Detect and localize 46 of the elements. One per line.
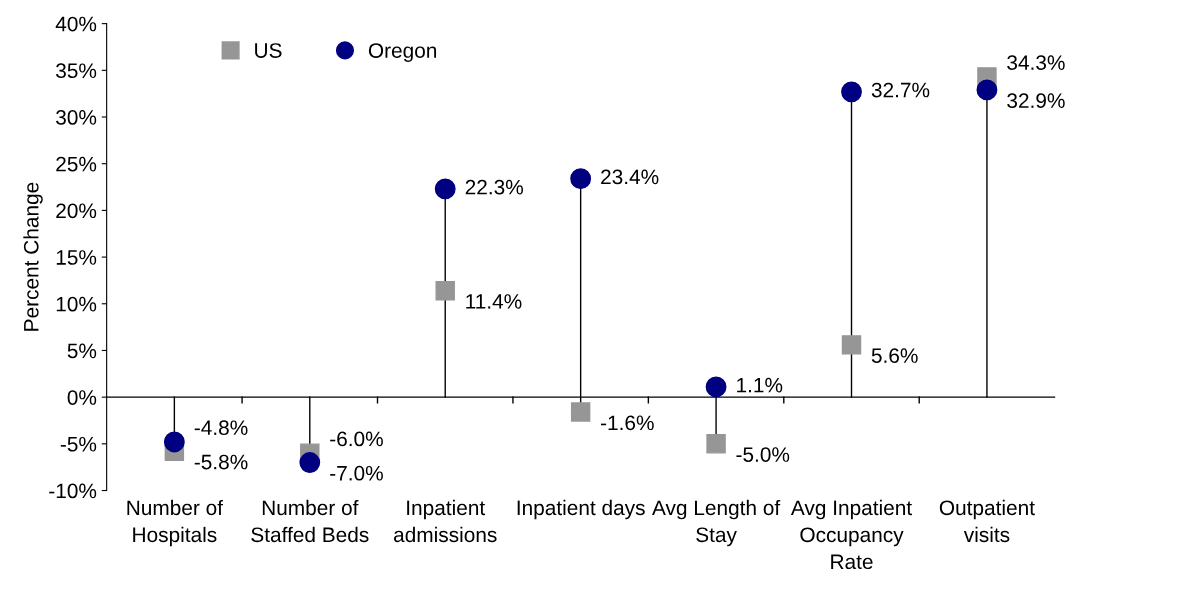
legend-label: US	[255, 43, 282, 58]
data-label: 32.7%	[871, 82, 930, 98]
data-label: -6.0%	[330, 431, 383, 447]
y-tick-label: -10%	[49, 483, 97, 499]
point	[435, 280, 455, 301]
data-label: 1.1%	[737, 377, 783, 393]
x-tick-label: Avg Inpatient Occupancy Rate	[790, 499, 912, 570]
data-label: 5.6%	[871, 348, 918, 363]
y-tick-label: 0%	[67, 390, 97, 405]
x-tick-label: Inpatient days	[517, 499, 645, 520]
x-tick-label: Outpatient visits	[939, 499, 1035, 543]
data-label: 23.4%	[601, 169, 659, 185]
point	[841, 335, 862, 355]
point	[706, 434, 726, 454]
point	[841, 81, 862, 103]
legend-label: Oregon	[368, 43, 437, 62]
y-tick-label: 10%	[56, 296, 97, 312]
y-tick-label: 25%	[56, 156, 97, 172]
data-label: 34.3%	[1007, 55, 1065, 70]
x-tick-label: Avg Length of Stay	[652, 499, 781, 547]
y-tick-label: 5%	[67, 343, 97, 359]
y-tick-label: 35%	[56, 63, 97, 79]
point	[570, 402, 591, 422]
y-tick-label: 40%	[55, 16, 97, 32]
y-tick-label: 15%	[56, 250, 97, 265]
point	[570, 168, 592, 190]
x-tick-label: Number of Staffed Beds	[251, 499, 369, 543]
point	[163, 431, 185, 453]
data-label: -5.8%	[194, 454, 248, 470]
y-tick-label: -5%	[60, 436, 97, 452]
data-label: -7.0%	[330, 465, 383, 481]
y-axis-title: Percent Change	[23, 182, 43, 331]
x-tick-label: Inpatient admissions	[394, 499, 497, 543]
data-label: 32.9%	[1007, 93, 1065, 109]
y-tick-label: 20%	[56, 203, 97, 219]
data-label: 22.3%	[465, 179, 523, 195]
point	[299, 452, 321, 473]
point	[434, 178, 456, 200]
x-tick-label: Number of Hospitals	[127, 499, 224, 547]
y-tick-label: 30%	[56, 110, 97, 125]
data-label: -5.0%	[736, 447, 790, 462]
data-label: -4.8%	[194, 420, 248, 436]
data-label: 11.4%	[466, 294, 522, 309]
data-label: -1.6%	[601, 415, 654, 431]
point	[705, 376, 727, 398]
point	[976, 79, 998, 101]
